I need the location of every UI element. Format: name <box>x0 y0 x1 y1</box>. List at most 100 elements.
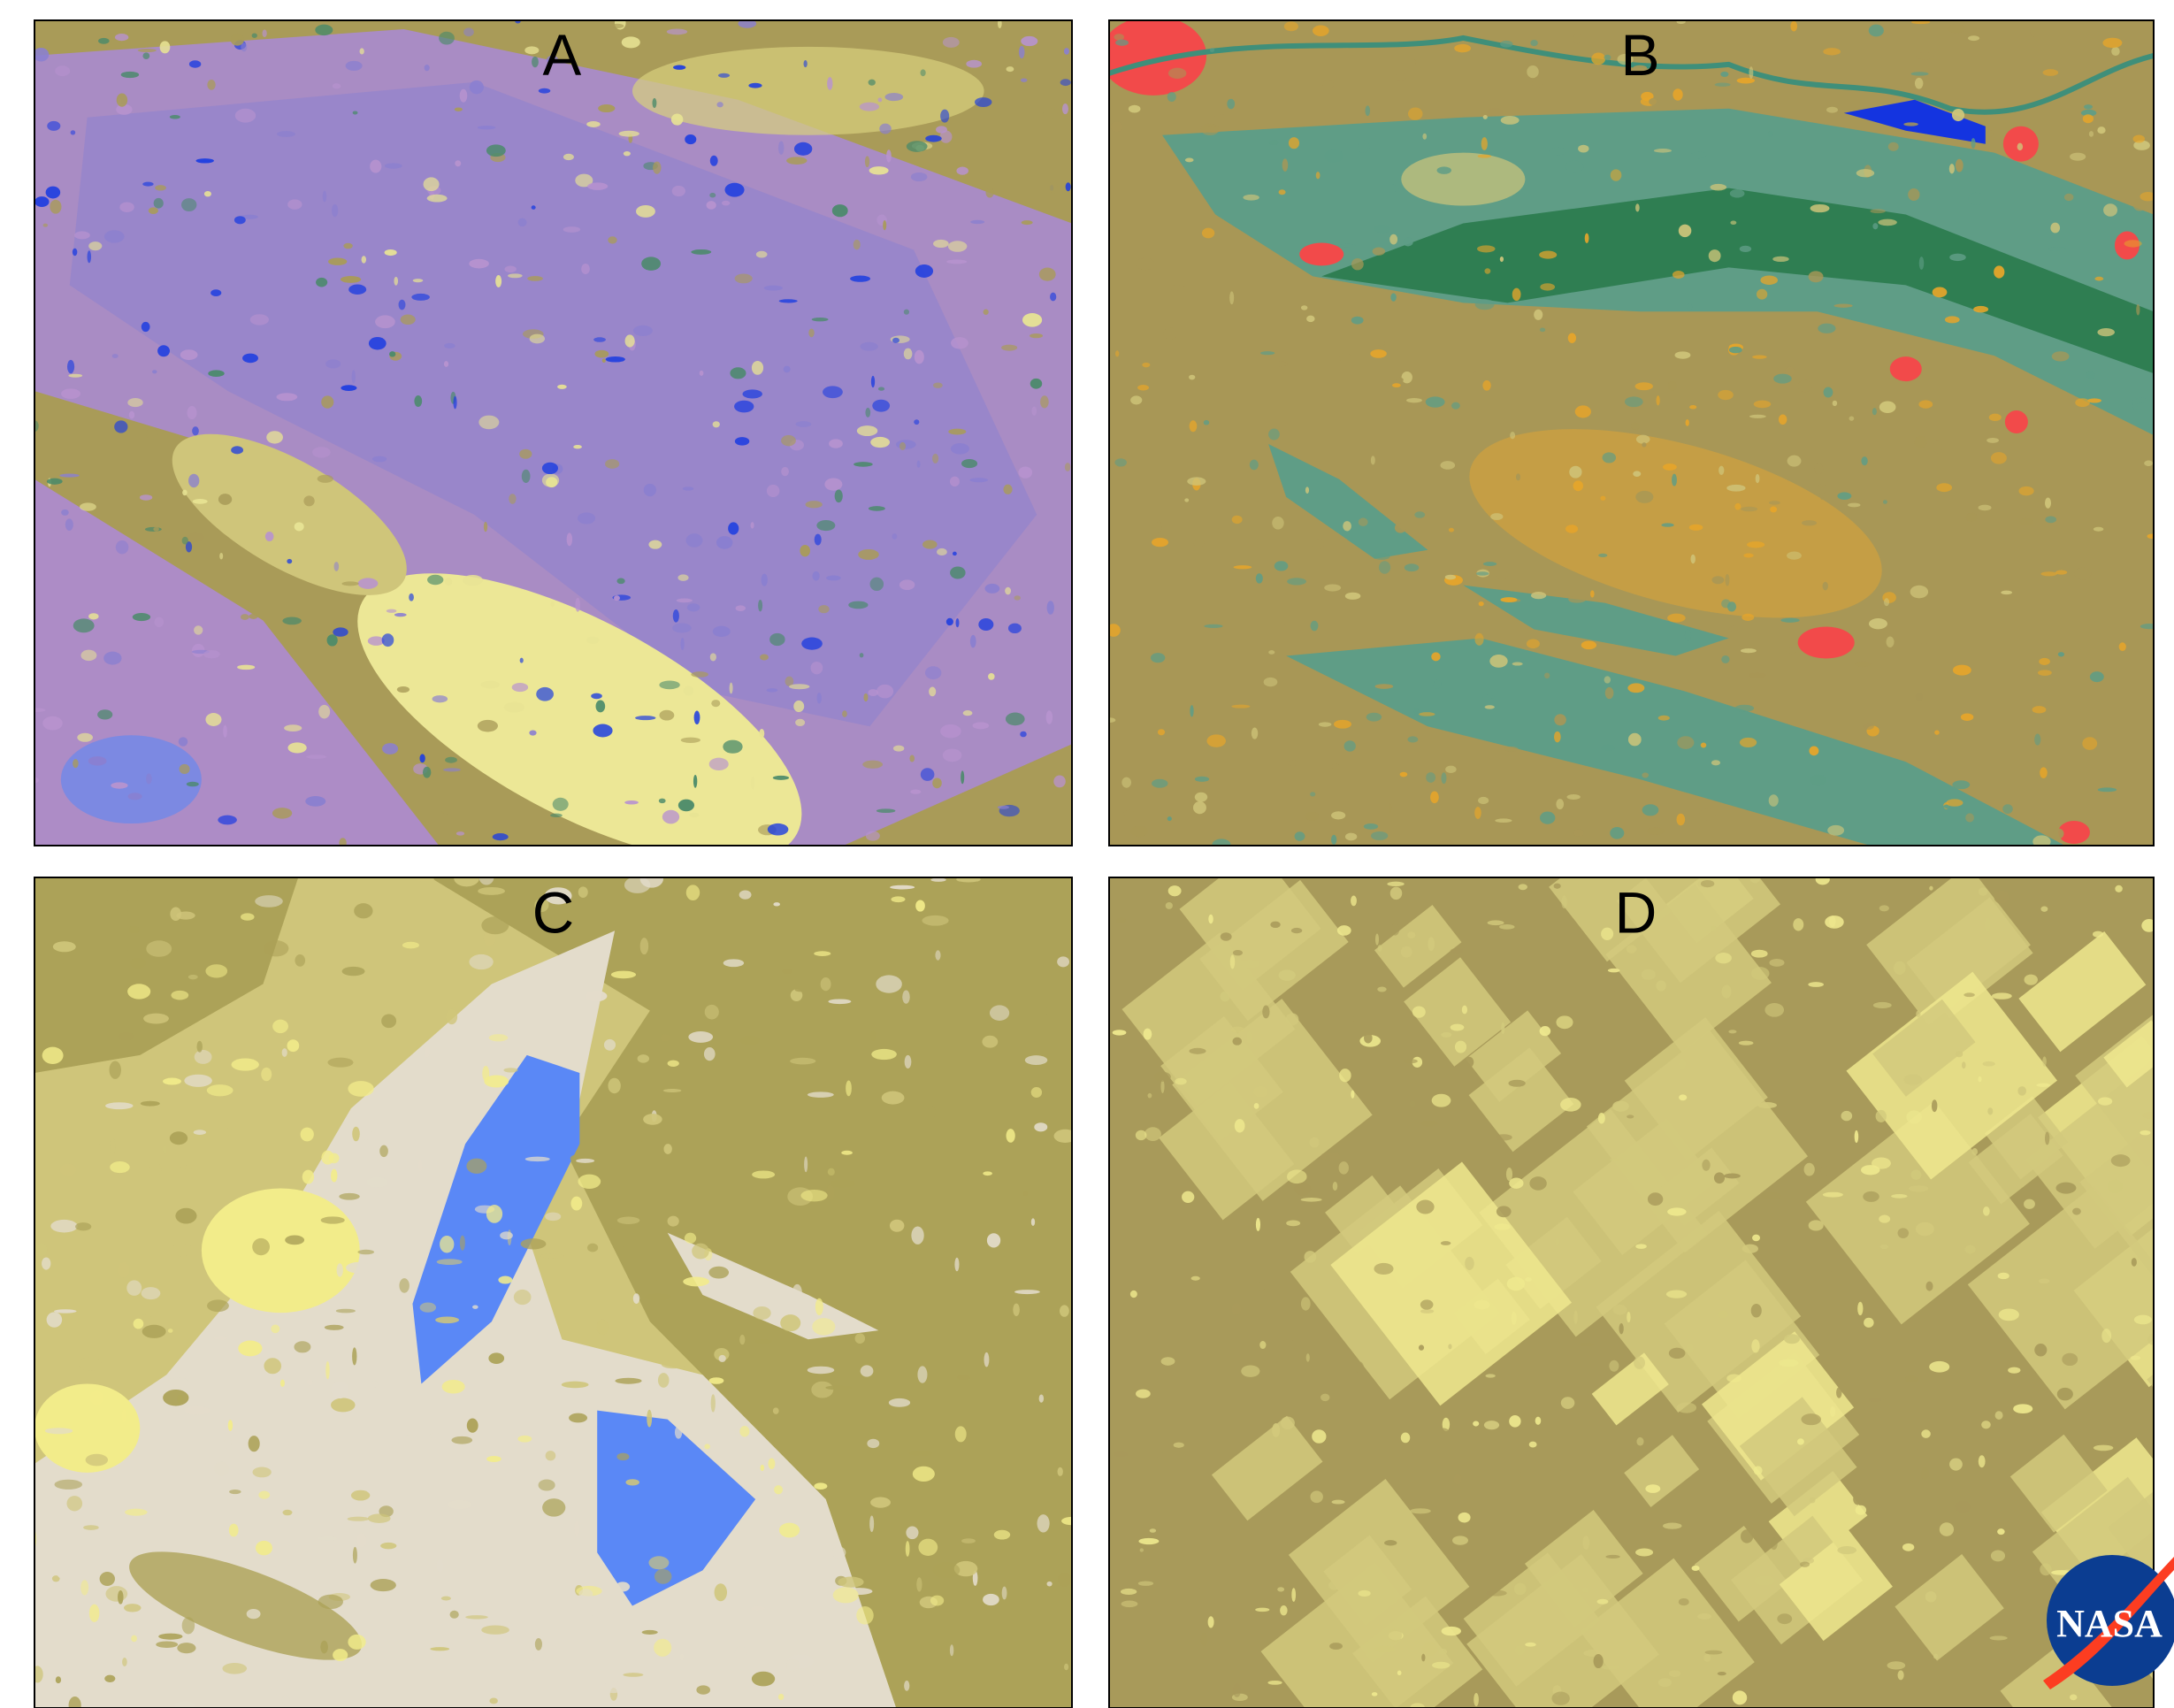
texture-spot <box>1419 712 1435 716</box>
texture-spot <box>1933 1654 1938 1659</box>
texture-spot <box>1202 228 1214 239</box>
texture-spot <box>122 1658 127 1666</box>
region <box>1401 153 1525 206</box>
texture-spot <box>1757 289 1767 300</box>
texture-spot <box>1635 203 1640 211</box>
texture-spot <box>930 1246 942 1263</box>
texture-spot <box>2016 909 2031 921</box>
feature <box>1890 356 1922 381</box>
texture-spot <box>1809 747 1818 756</box>
texture-spot <box>833 952 849 957</box>
texture-spot <box>168 1378 188 1382</box>
texture-spot <box>1673 88 1682 101</box>
texture-spot <box>149 207 158 214</box>
texture-spot <box>1627 1312 1630 1322</box>
texture-spot <box>1966 513 1978 522</box>
texture-spot <box>1426 396 1445 407</box>
texture-spot <box>1916 693 1923 701</box>
texture-spot <box>778 142 784 155</box>
texture-spot <box>1869 1398 1882 1403</box>
texture-spot <box>272 1020 288 1033</box>
texture-spot <box>2052 351 2070 361</box>
texture-spot <box>961 459 977 468</box>
texture-spot <box>684 686 694 696</box>
texture-spot <box>1837 492 1851 500</box>
texture-spot <box>668 1216 679 1227</box>
texture-spot <box>379 1145 388 1157</box>
texture-spot <box>1747 541 1764 548</box>
texture-spot <box>704 1444 710 1449</box>
texture-spot <box>179 737 188 746</box>
texture-spot <box>1752 1235 1760 1242</box>
texture-spot <box>1337 925 1351 936</box>
texture-spot <box>1458 1513 1471 1523</box>
texture-spot <box>611 24 624 28</box>
texture-spot <box>1284 21 1298 31</box>
texture-spot <box>1371 456 1375 464</box>
texture-spot <box>98 38 110 44</box>
texture-spot <box>2050 223 2060 234</box>
texture-spot <box>983 1171 992 1176</box>
texture-spot <box>680 1653 684 1660</box>
texture-spot <box>930 877 945 881</box>
texture-spot <box>124 1604 141 1612</box>
texture-spot <box>661 1034 670 1042</box>
texture-spot <box>685 134 696 144</box>
texture-spot <box>1043 109 1057 119</box>
texture-spot <box>1351 1091 1354 1099</box>
texture-spot <box>1250 460 1259 471</box>
texture-spot <box>160 41 171 53</box>
texture-spot <box>1422 134 1427 140</box>
texture-spot <box>1971 1148 1978 1155</box>
texture-spot <box>1401 1433 1410 1444</box>
texture-spot <box>700 371 704 376</box>
texture-spot <box>1410 1508 1431 1513</box>
texture-spot <box>141 1101 160 1107</box>
texture-spot <box>925 135 942 142</box>
texture-spot <box>1221 932 1232 941</box>
texture-spot <box>127 793 142 800</box>
texture-spot <box>2025 975 2038 985</box>
texture-spot <box>1591 53 1605 65</box>
texture-spot <box>1227 99 1235 110</box>
texture-spot <box>1610 827 1624 839</box>
texture-spot <box>1114 34 1124 40</box>
texture-spot <box>1917 52 1934 59</box>
texture-spot <box>1054 1130 1077 1143</box>
texture-spot <box>495 275 501 287</box>
texture-spot <box>1590 590 1595 597</box>
texture-spot <box>1934 731 1940 735</box>
texture-spot <box>1334 720 1351 729</box>
texture-spot <box>1741 648 1757 653</box>
texture-spot <box>358 578 379 588</box>
texture-spot <box>578 512 595 524</box>
texture-spot <box>973 722 990 729</box>
texture-spot <box>1129 105 1141 113</box>
texture-spot <box>1963 992 1975 997</box>
texture-spot <box>1170 1551 1183 1565</box>
texture-spot <box>987 1233 1000 1247</box>
texture-spot <box>1818 484 1826 494</box>
texture-spot <box>61 509 69 516</box>
texture-spot <box>713 626 731 637</box>
texture-spot <box>633 326 653 336</box>
texture-spot <box>463 575 483 586</box>
texture-spot <box>1507 1277 1525 1291</box>
texture-spot <box>264 1358 281 1374</box>
texture-spot <box>77 733 93 742</box>
texture-spot <box>956 618 960 627</box>
texture-spot <box>602 358 606 363</box>
texture-spot <box>306 754 326 759</box>
texture-spot <box>616 1582 630 1591</box>
texture-spot <box>1306 1353 1310 1361</box>
texture-spot <box>1351 896 1357 907</box>
texture-spot <box>1474 1693 1479 1706</box>
texture-spot <box>1824 387 1833 398</box>
texture-spot <box>2058 652 2064 656</box>
texture-spot <box>2062 1353 2078 1366</box>
texture-spot <box>796 421 812 427</box>
texture-spot <box>1800 1561 1810 1566</box>
texture-spot <box>219 553 223 559</box>
texture-spot <box>129 925 140 933</box>
texture-spot <box>1985 917 1991 931</box>
